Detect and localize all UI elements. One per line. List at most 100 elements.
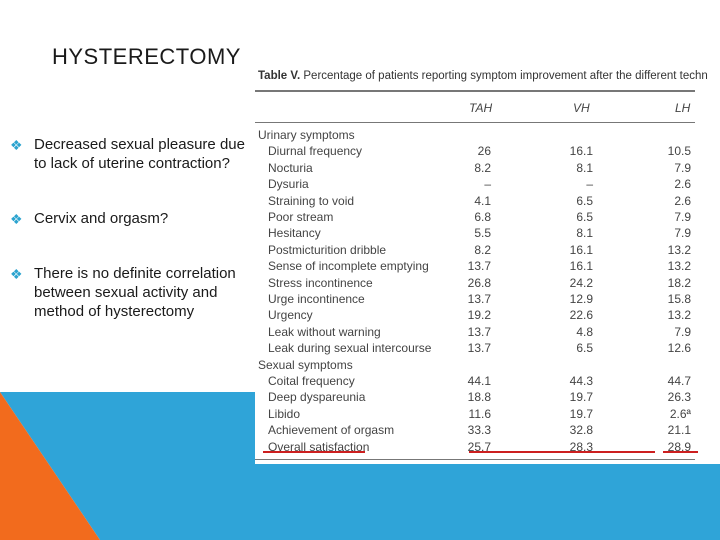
diamond-bullet-icon: ❖ xyxy=(10,137,23,153)
cell-tah: 18.8 xyxy=(467,390,491,405)
row-label: Overall satisfaction xyxy=(268,439,370,454)
cell-vh: – xyxy=(586,177,593,192)
column-header-tah: TAH xyxy=(469,101,493,115)
table-rule-bottom xyxy=(255,459,695,460)
table-row: Postmicturition dribble 8.2 16.1 13.2 xyxy=(255,243,695,259)
row-label: Stress incontinence xyxy=(268,275,373,290)
table-row: Leak during sexual intercourse 13.7 6.5 12.… xyxy=(255,341,695,357)
cell-lh: 2.6 xyxy=(674,193,691,208)
table-rule-top xyxy=(255,90,695,92)
bullet-text: There is no definite correlation between… xyxy=(34,265,236,320)
table-row: Achievement of orgasm 33.3 32.8 21.1 xyxy=(255,423,695,439)
table-row: Diurnal frequency 26 16.1 10.5 xyxy=(255,144,695,160)
cell-tah: 5.5 xyxy=(474,226,491,241)
cell-vh: 8.1 xyxy=(576,160,593,175)
cell-vh: 6.5 xyxy=(576,193,593,208)
column-header-lh: LH xyxy=(675,101,691,115)
table-row: Libido 11.6 19.7 2.6ª xyxy=(255,407,695,423)
cell-tah: 13.7 xyxy=(467,259,491,274)
cell-vh: 22.6 xyxy=(569,308,593,323)
cell-lh: 21.1 xyxy=(667,423,691,438)
cell-vh: 6.5 xyxy=(576,341,593,356)
cell-tah: 6.8 xyxy=(474,210,491,224)
table-section-row: Urinary symptoms xyxy=(255,128,695,144)
cell-lh: 44.7 xyxy=(667,374,691,388)
row-label: Urge incontinence xyxy=(268,292,365,306)
cell-vh: 19.7 xyxy=(569,406,593,421)
cell-tah: 8.2 xyxy=(474,160,491,175)
table-row: Stress incontinence 26.8 24.2 18.2 xyxy=(255,276,695,292)
row-label: Hesitancy xyxy=(268,226,321,241)
cell-lh: 7.9 xyxy=(674,226,691,241)
table-row: Coital frequency 44.1 44.3 44.7 xyxy=(255,374,695,390)
table-row: Nocturia 8.2 8.1 7.9 xyxy=(255,161,695,177)
cell-lh: 15.8 xyxy=(667,292,691,306)
cell-vh: 24.2 xyxy=(569,275,593,290)
red-underline xyxy=(663,451,698,453)
table-row: Overall satisfaction 25.7 28.3 28.9 xyxy=(255,440,695,456)
cell-tah: 33.3 xyxy=(467,423,491,438)
table-row: Straining to void 4.1 6.5 2.6 xyxy=(255,194,695,210)
table-rule-header xyxy=(255,122,695,123)
cell-tah: 13.7 xyxy=(467,324,491,339)
cell-tah: 4.1 xyxy=(474,193,491,208)
cell-tah: 26 xyxy=(477,144,491,159)
table-row: Urgency 19.2 22.6 13.2 xyxy=(255,308,695,324)
row-label: Nocturia xyxy=(268,160,313,175)
cell-tah: 26.8 xyxy=(467,275,491,290)
table-image: Table V. Percentage of patients reportin… xyxy=(255,66,720,464)
table-row: Deep dyspareunia 18.8 19.7 26.3 xyxy=(255,390,695,406)
cell-tah: 19.2 xyxy=(467,308,491,323)
row-label: Urgency xyxy=(268,308,313,323)
cell-vh: 44.3 xyxy=(569,374,593,388)
cell-tah: 25.7 xyxy=(467,439,491,454)
row-label: Achievement of orgasm xyxy=(268,423,395,438)
row-label: Poor stream xyxy=(268,210,334,224)
cell-tah: 44.1 xyxy=(467,374,491,388)
cell-lh: 13.2 xyxy=(667,259,691,274)
row-label: Leak during sexual intercourse xyxy=(268,341,432,356)
cell-lh: 13.2 xyxy=(667,308,691,323)
row-label: Diurnal frequency xyxy=(268,144,363,159)
table-section-row: Sexual symptoms xyxy=(255,358,695,374)
cell-lh: 18.2 xyxy=(667,275,691,290)
cell-tah: 13.7 xyxy=(467,341,491,356)
cell-lh: 12.6 xyxy=(667,341,691,356)
cell-tah: – xyxy=(484,177,491,192)
orange-shape xyxy=(0,392,100,540)
bullet-text: Cervix and orgasm? xyxy=(34,210,169,227)
cell-lh: 2.6ª xyxy=(669,406,691,421)
cell-lh: 28.9 xyxy=(667,439,691,454)
cell-vh: 16.1 xyxy=(569,259,593,274)
cell-tah: 8.2 xyxy=(474,242,491,257)
cell-vh: 32.8 xyxy=(569,423,593,438)
table-caption: Table V. Percentage of patients reportin… xyxy=(258,70,708,82)
row-label: Postmicturition dribble xyxy=(268,242,387,257)
cell-vh: 8.1 xyxy=(576,226,593,241)
cell-tah: 13.7 xyxy=(467,292,491,306)
cell-vh: 19.7 xyxy=(569,390,593,405)
cell-lh: 7.9 xyxy=(674,324,691,339)
table-row: Sense of incomplete emptying 13.7 16.1 13.2 xyxy=(255,259,695,275)
table-row: Urge incontinence 13.7 12.9 15.8 xyxy=(255,292,695,308)
cell-vh: 28.3 xyxy=(569,439,593,454)
row-label: Deep dyspareunia xyxy=(268,390,366,405)
row-label: Sense of incomplete emptying xyxy=(268,259,429,274)
cell-lh: 26.3 xyxy=(667,390,691,405)
row-label: Straining to void xyxy=(268,193,355,208)
cell-lh: 7.9 xyxy=(674,210,691,224)
diamond-bullet-icon: ❖ xyxy=(10,266,23,282)
cell-tah: 11.6 xyxy=(468,406,491,421)
slide-title: HYSTERECTOMY xyxy=(52,44,241,69)
bullet-item: ❖ Decreased sexual pleasure due to lack … xyxy=(10,135,250,173)
cell-vh: 6.5 xyxy=(576,210,593,224)
cell-vh: 16.1 xyxy=(569,242,593,257)
cell-lh: 2.6 xyxy=(674,177,691,192)
row-label: Leak without warning xyxy=(268,324,381,339)
table-row: Dysuria – – 2.6 xyxy=(255,177,695,193)
diamond-bullet-icon: ❖ xyxy=(10,211,23,227)
bullet-list: ❖ Decreased sexual pleasure due to lack … xyxy=(10,135,250,357)
red-underline xyxy=(469,451,655,453)
row-label: Coital frequency xyxy=(268,374,355,388)
cell-vh: 4.8 xyxy=(576,324,593,339)
